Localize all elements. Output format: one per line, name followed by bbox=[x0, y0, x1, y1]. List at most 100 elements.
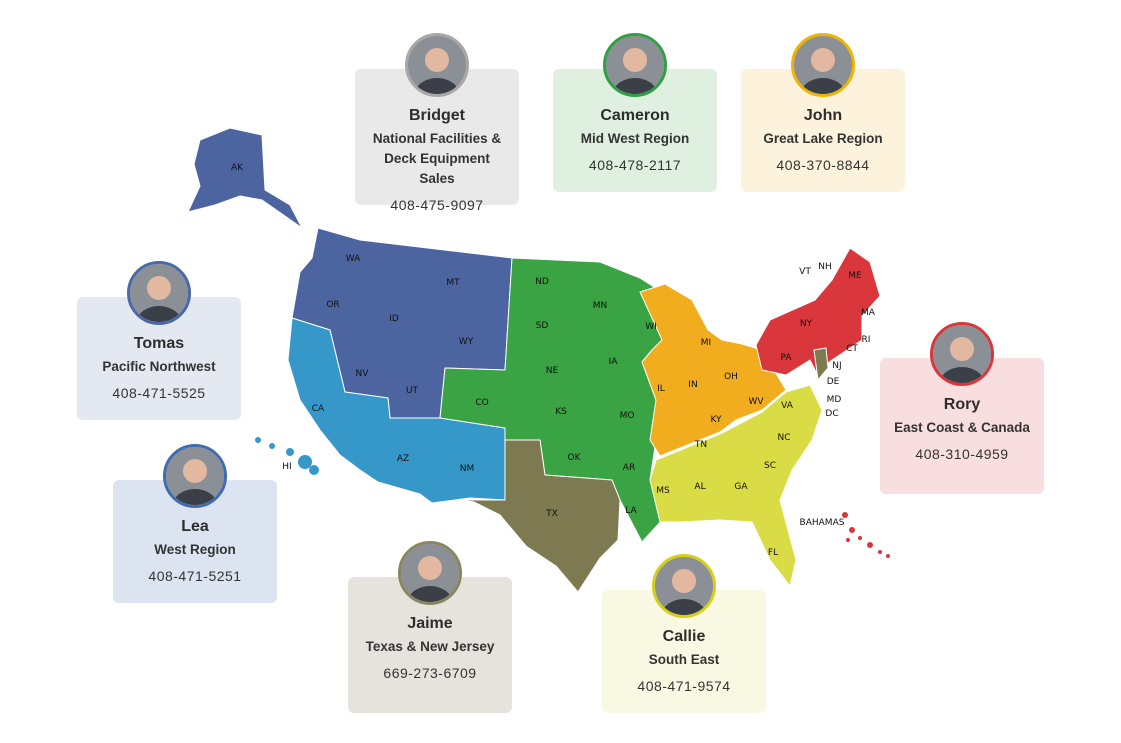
state-label-dc: DC bbox=[825, 409, 838, 419]
person-photo-icon bbox=[933, 325, 991, 383]
bahamas-island bbox=[846, 538, 850, 542]
state-label-ca: CA bbox=[312, 404, 325, 414]
state-label-de: DE bbox=[827, 377, 840, 387]
contact-card-jaime: Jaime Texas & New Jersey 669-273-6709 bbox=[348, 541, 512, 713]
state-label-nd: ND bbox=[535, 277, 549, 287]
contact-region: Texas & New Jersey bbox=[365, 639, 495, 654]
west-region bbox=[287, 317, 506, 504]
avatar bbox=[163, 444, 227, 508]
state-label-tx: TX bbox=[545, 509, 558, 519]
contact-phone[interactable]: 408-478-2117 bbox=[588, 157, 682, 173]
contact-phone[interactable]: 408-471-5251 bbox=[148, 568, 242, 584]
contact-card-cameron: Cameron Mid West Region 408-478-2117 bbox=[553, 33, 717, 192]
state-label-md: MD bbox=[827, 395, 842, 405]
bahamas-island bbox=[886, 554, 890, 558]
state-label-tn: TN bbox=[694, 440, 707, 450]
bahamas-island bbox=[867, 542, 873, 548]
state-label-or: OR bbox=[326, 300, 339, 310]
hawaii-island bbox=[309, 465, 319, 475]
state-label-ma: MA bbox=[861, 308, 876, 318]
state-label-nm: NM bbox=[460, 464, 475, 474]
state-label-bahamas: BAHAMAS bbox=[800, 518, 845, 528]
person-photo-icon bbox=[166, 447, 224, 505]
contact-name: Cameron bbox=[600, 107, 670, 124]
state-label-in: IN bbox=[688, 380, 697, 390]
hawaii-island bbox=[298, 455, 312, 469]
state-label-ks: KS bbox=[555, 407, 567, 417]
state-label-ut: UT bbox=[406, 386, 419, 396]
avatar bbox=[405, 33, 469, 97]
person-photo-icon bbox=[408, 36, 466, 94]
new-jersey bbox=[813, 347, 829, 381]
contact-region: East Coast & Canada bbox=[894, 420, 1030, 435]
state-label-oh: OH bbox=[724, 372, 738, 382]
state-label-ne: NE bbox=[546, 366, 559, 376]
state-label-il: IL bbox=[657, 384, 665, 394]
state-label-wy: WY bbox=[459, 337, 474, 347]
state-label-wi: WI bbox=[645, 322, 657, 332]
contact-phone[interactable]: 408-310-4959 bbox=[915, 446, 1009, 462]
contact-phone[interactable]: 408-471-9574 bbox=[637, 678, 731, 694]
state-label-pa: PA bbox=[780, 353, 792, 363]
contact-card-lea: Lea West Region 408-471-5251 bbox=[113, 444, 277, 603]
contact-name: Bridget bbox=[409, 107, 465, 124]
state-label-vt: VT bbox=[799, 267, 811, 277]
state-label-id: ID bbox=[389, 314, 399, 324]
contact-name: Rory bbox=[943, 396, 981, 413]
person-photo-icon bbox=[130, 264, 188, 322]
bahamas-island bbox=[849, 527, 855, 533]
contact-card-bridget: Bridget National Facilities & Deck Equip… bbox=[355, 33, 519, 213]
east-coast-region bbox=[755, 247, 881, 376]
state-label-nh: NH bbox=[818, 262, 832, 272]
state-label-fl: FL bbox=[768, 548, 778, 558]
person-photo-icon bbox=[655, 557, 713, 615]
state-label-va: VA bbox=[781, 401, 794, 411]
avatar bbox=[930, 322, 994, 386]
avatar bbox=[652, 554, 716, 618]
avatar bbox=[603, 33, 667, 97]
hawaii-island bbox=[269, 443, 275, 449]
contact-phone[interactable]: 669-273-6709 bbox=[383, 665, 477, 681]
state-label-ct: CT bbox=[846, 344, 858, 354]
contact-card-rory: Rory East Coast & Canada 408-310-4959 bbox=[880, 322, 1044, 494]
state-label-ar: AR bbox=[623, 463, 635, 473]
person-photo-icon bbox=[606, 36, 664, 94]
contact-phone[interactable]: 408-475-9097 bbox=[390, 197, 484, 213]
state-label-la: LA bbox=[625, 506, 637, 516]
avatar bbox=[127, 261, 191, 325]
state-label-co: CO bbox=[475, 398, 488, 408]
avatar bbox=[398, 541, 462, 605]
contact-region: West Region bbox=[154, 542, 236, 557]
state-label-wa: WA bbox=[346, 254, 361, 264]
bahamas-island bbox=[858, 536, 862, 540]
contact-card-callie: Callie South East 408-471-9574 bbox=[602, 554, 766, 713]
contact-phone[interactable]: 408-370-8844 bbox=[776, 157, 870, 173]
hawaii-island bbox=[286, 448, 294, 456]
contact-card-john: John Great Lake Region 408-370-8844 bbox=[741, 33, 905, 192]
state-label-sd: SD bbox=[536, 321, 549, 331]
hawaii-island bbox=[255, 437, 261, 443]
state-label-mt: MT bbox=[446, 278, 460, 288]
state-label-az: AZ bbox=[397, 454, 409, 464]
state-label-hi: HI bbox=[282, 462, 291, 472]
state-label-ga: GA bbox=[734, 482, 748, 492]
state-label-ak: AK bbox=[231, 163, 244, 173]
bahamas-island bbox=[842, 512, 848, 518]
contact-region: Pacific Northwest bbox=[102, 359, 216, 374]
state-label-me: ME bbox=[848, 271, 862, 281]
contact-name: Lea bbox=[181, 518, 209, 535]
state-label-nj: NJ bbox=[832, 361, 841, 371]
state-label-ia: IA bbox=[609, 357, 619, 367]
state-label-mo: MO bbox=[620, 411, 635, 421]
contact-phone[interactable]: 408-471-5525 bbox=[112, 385, 206, 401]
person-photo-icon bbox=[401, 544, 459, 602]
state-label-mi: MI bbox=[701, 338, 711, 348]
contact-name: Jaime bbox=[407, 615, 453, 632]
alaska bbox=[187, 127, 303, 229]
contact-name: Tomas bbox=[133, 335, 185, 352]
state-label-ms: MS bbox=[656, 486, 670, 496]
state-label-nv: NV bbox=[356, 369, 370, 379]
state-label-ny: NY bbox=[800, 319, 813, 329]
bahamas-island bbox=[878, 550, 882, 554]
